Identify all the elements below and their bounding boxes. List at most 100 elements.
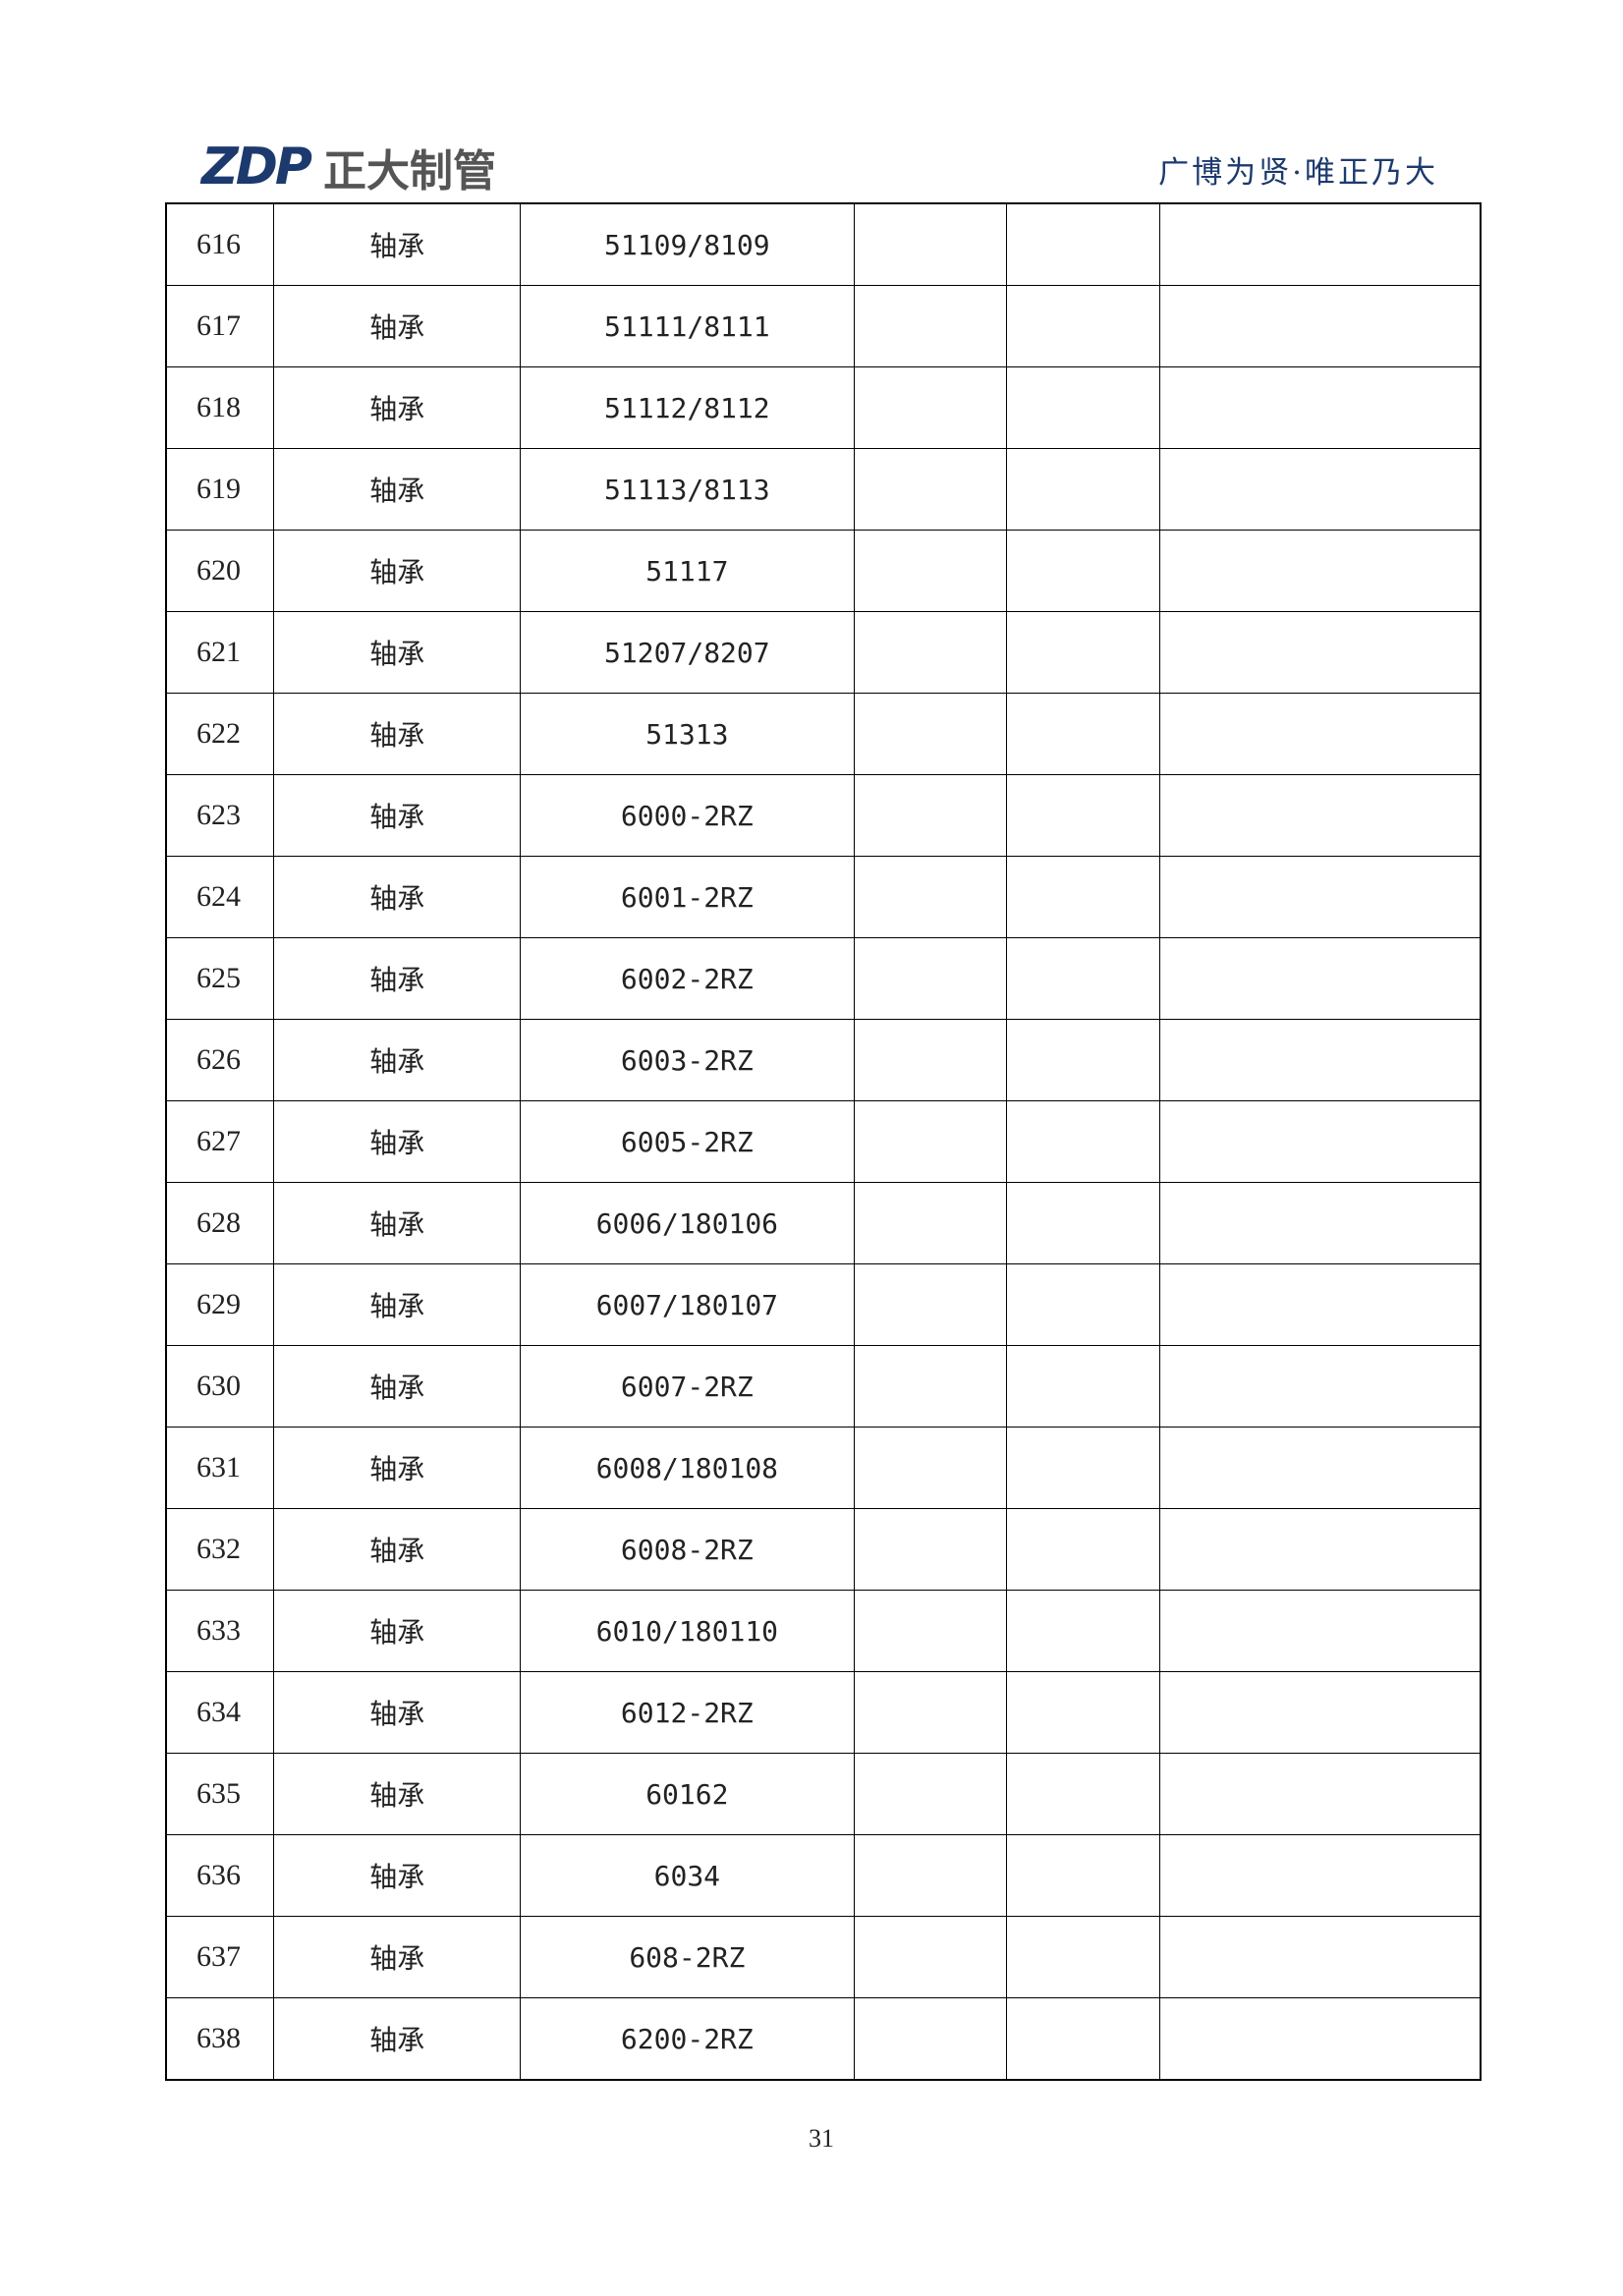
item-model: 6002-2RZ — [519, 937, 855, 1020]
empty-cell-1 — [853, 1508, 1008, 1591]
empty-cell-2 — [1006, 1834, 1161, 1917]
empty-cell-3 — [1159, 693, 1482, 775]
item-name: 轴承 — [273, 1345, 521, 1428]
empty-cell-1 — [853, 202, 1008, 286]
item-model: 6008-2RZ — [519, 1508, 855, 1591]
table-row: 617 轴承 51111/8111 — [165, 285, 1482, 367]
empty-cell-3 — [1159, 1263, 1482, 1346]
item-name: 轴承 — [273, 1182, 521, 1264]
empty-cell-3 — [1159, 856, 1482, 938]
table-row: 621 轴承 51207/8207 — [165, 611, 1482, 694]
item-model: 51117 — [519, 530, 855, 612]
table-row: 626 轴承 6003-2RZ — [165, 1019, 1482, 1101]
empty-cell-2 — [1006, 1590, 1161, 1672]
row-number: 637 — [165, 1916, 275, 1998]
empty-cell-3 — [1159, 448, 1482, 531]
item-name: 轴承 — [273, 448, 521, 531]
empty-cell-2 — [1006, 530, 1161, 612]
row-number: 618 — [165, 366, 275, 449]
row-number: 616 — [165, 202, 275, 286]
empty-cell-3 — [1159, 285, 1482, 367]
item-name: 轴承 — [273, 1263, 521, 1346]
row-number: 617 — [165, 285, 275, 367]
row-number: 634 — [165, 1671, 275, 1754]
empty-cell-1 — [853, 1997, 1008, 2081]
empty-cell-1 — [853, 1916, 1008, 1998]
empty-cell-2 — [1006, 285, 1161, 367]
empty-cell-2 — [1006, 937, 1161, 1020]
empty-cell-3 — [1159, 530, 1482, 612]
row-number: 619 — [165, 448, 275, 531]
table-row: 628 轴承 6006/180106 — [165, 1182, 1482, 1264]
item-name: 轴承 — [273, 1100, 521, 1183]
empty-cell-3 — [1159, 1916, 1482, 1998]
table-row: 634 轴承 6012-2RZ — [165, 1671, 1482, 1754]
empty-cell-3 — [1159, 1182, 1482, 1264]
empty-cell-1 — [853, 285, 1008, 367]
item-model: 6200-2RZ — [519, 1997, 855, 2081]
empty-cell-2 — [1006, 366, 1161, 449]
empty-cell-2 — [1006, 448, 1161, 531]
item-model: 51111/8111 — [519, 285, 855, 367]
item-name: 轴承 — [273, 937, 521, 1020]
empty-cell-2 — [1006, 1997, 1161, 2081]
item-name: 轴承 — [273, 1427, 521, 1509]
empty-cell-1 — [853, 1345, 1008, 1428]
empty-cell-3 — [1159, 1427, 1482, 1509]
empty-cell-1 — [853, 937, 1008, 1020]
empty-cell-1 — [853, 1263, 1008, 1346]
empty-cell-3 — [1159, 1100, 1482, 1183]
item-model: 6007-2RZ — [519, 1345, 855, 1428]
company-logo: ZDP 正大制管 — [201, 136, 496, 198]
item-name: 轴承 — [273, 693, 521, 775]
row-number: 628 — [165, 1182, 275, 1264]
row-number: 625 — [165, 937, 275, 1020]
row-number: 630 — [165, 1345, 275, 1428]
empty-cell-1 — [853, 1753, 1008, 1835]
item-model: 51112/8112 — [519, 366, 855, 449]
empty-cell-2 — [1006, 693, 1161, 775]
item-model: 6007/180107 — [519, 1263, 855, 1346]
row-number: 631 — [165, 1427, 275, 1509]
row-number: 632 — [165, 1508, 275, 1591]
empty-cell-2 — [1006, 1671, 1161, 1754]
item-name: 轴承 — [273, 1590, 521, 1672]
empty-cell-1 — [853, 1100, 1008, 1183]
row-number: 626 — [165, 1019, 275, 1101]
empty-cell-1 — [853, 1834, 1008, 1917]
empty-cell-3 — [1159, 611, 1482, 694]
empty-cell-1 — [853, 1671, 1008, 1754]
item-model: 6000-2RZ — [519, 774, 855, 857]
empty-cell-2 — [1006, 856, 1161, 938]
item-name: 轴承 — [273, 856, 521, 938]
empty-cell-2 — [1006, 1182, 1161, 1264]
table-row: 623 轴承 6000-2RZ — [165, 774, 1482, 857]
table-row: 619 轴承 51113/8113 — [165, 448, 1482, 531]
row-number: 638 — [165, 1997, 275, 2081]
table-row: 638 轴承 6200-2RZ — [165, 1997, 1482, 2081]
item-model: 60162 — [519, 1753, 855, 1835]
empty-cell-1 — [853, 1182, 1008, 1264]
row-number: 636 — [165, 1834, 275, 1917]
table-row: 637 轴承 608-2RZ — [165, 1916, 1482, 1998]
item-name: 轴承 — [273, 611, 521, 694]
item-model: 51313 — [519, 693, 855, 775]
empty-cell-2 — [1006, 1263, 1161, 1346]
page-number: 31 — [809, 2124, 834, 2153]
item-name: 轴承 — [273, 285, 521, 367]
table-row: 631 轴承 6008/180108 — [165, 1427, 1482, 1509]
table-row: 622 轴承 51313 — [165, 693, 1482, 775]
company-tagline: 广博为贤·唯正乃大 — [1158, 155, 1438, 191]
item-name: 轴承 — [273, 1508, 521, 1591]
row-number: 624 — [165, 856, 275, 938]
item-model: 6010/180110 — [519, 1590, 855, 1672]
empty-cell-1 — [853, 1590, 1008, 1672]
item-name: 轴承 — [273, 1916, 521, 1998]
item-model: 6006/180106 — [519, 1182, 855, 1264]
empty-cell-3 — [1159, 937, 1482, 1020]
row-number: 621 — [165, 611, 275, 694]
empty-cell-2 — [1006, 1753, 1161, 1835]
empty-cell-1 — [853, 611, 1008, 694]
empty-cell-3 — [1159, 1345, 1482, 1428]
table-row: 618 轴承 51112/8112 — [165, 366, 1482, 449]
